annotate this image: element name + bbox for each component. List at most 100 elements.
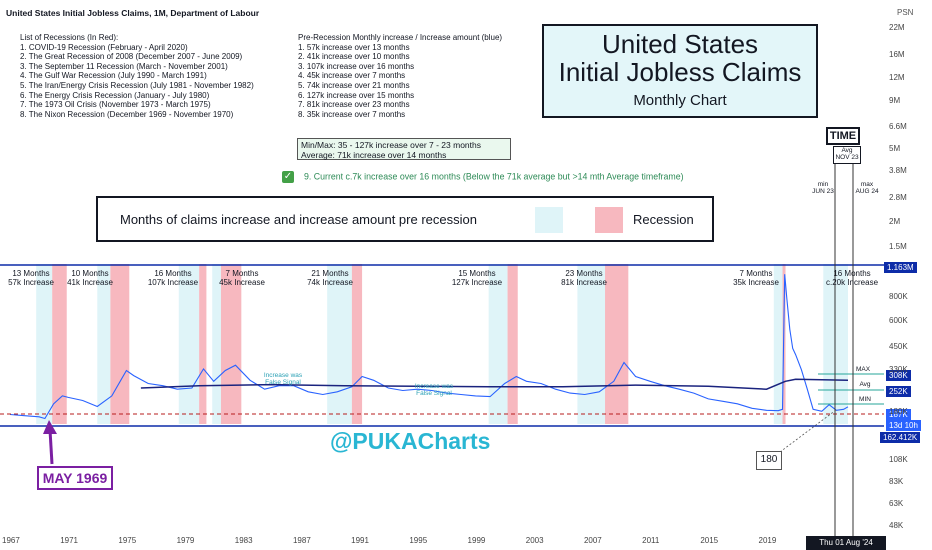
y-tick-label: 5M — [889, 144, 901, 153]
period-annotation: 13 Months 57k Increase — [3, 269, 59, 287]
x-tick-label: 2015 — [700, 536, 719, 545]
y-tick-label: 16M — [889, 50, 905, 59]
false-signal-note: Increase was False Signal — [404, 383, 464, 397]
y-tick-label: 12M — [889, 73, 905, 82]
recession-band — [110, 264, 130, 424]
prerecession-list-item: 7. 81k increase over 23 months — [298, 100, 410, 110]
x-tick-label: 1999 — [467, 536, 486, 545]
recession-band — [605, 264, 629, 424]
x-tick-label: 1987 — [292, 536, 311, 545]
x-tick-label: 2011 — [642, 536, 660, 545]
period-months: 16 Months — [154, 269, 192, 278]
may-1969-arrowhead — [43, 420, 57, 434]
recessions-list-item: 6. The Energy Crisis Recession (January … — [20, 90, 210, 100]
prerecession-list-item: 4. 45k increase over 7 months — [298, 71, 406, 81]
period-annotation: 16 Months c.20k Increase — [822, 269, 882, 287]
series-line-claims — [9, 274, 849, 420]
may-1969-callout: MAY 1969 — [37, 466, 113, 490]
y-tick-label: 2M — [889, 217, 901, 226]
recessions-list-item: 8. The Nixon Recession (December 1969 - … — [20, 109, 234, 119]
avg-nov23-label: Avg NOV 23 — [833, 146, 861, 164]
avg-line-label: Avg — [859, 381, 871, 388]
false-signal-line-1: Increase was — [414, 383, 454, 390]
prerecession-list-item: 3. 107k increase over 16 months — [298, 61, 415, 71]
scale-label[interactable]: PSN — [897, 8, 914, 17]
false-signal-line-2: False Signal — [265, 379, 301, 386]
x-tick-label: 1975 — [118, 536, 137, 545]
recession-band — [507, 264, 518, 424]
avg-label-line-1: Avg — [841, 147, 853, 154]
x-tick-label: 1979 — [176, 536, 195, 545]
period-months: 15 Months — [458, 269, 496, 278]
current-status: ✓ 9. Current c.7k increase over 16 months… — [282, 171, 684, 183]
period-annotation: 7 Months 45k Increase — [214, 269, 270, 287]
y-tick-label: 450K — [889, 342, 908, 351]
callout-180: 180 — [756, 451, 782, 470]
period-months: 13 Months — [12, 269, 50, 278]
min-label-line-2: JUN 23 — [812, 188, 834, 195]
minmax-line-1: Min/Max: 35 - 127k increase over 7 - 23 … — [301, 140, 481, 150]
false-signal-line-1: Increase was — [263, 372, 303, 379]
title-line-1: United States — [601, 29, 759, 59]
x-tick-label: 1967 — [2, 536, 20, 545]
recessions-list-heading: List of Recessions (In Red): — [20, 33, 119, 42]
chart-header-title: United States Initial Jobless Claims, 1M… — [6, 8, 260, 18]
prerecession-list-item: 5. 74k increase over 21 months — [298, 80, 410, 90]
prerecession-list-item: 6. 127k increase over 15 months — [298, 90, 415, 100]
recessions-list-item: 1. COVID-19 Recession (February - April … — [20, 42, 188, 52]
period-months: 7 Months — [225, 269, 259, 278]
x-tick-label: 1971 — [60, 536, 78, 545]
y-tick-label: 2.8M — [889, 193, 907, 202]
recessions-list-item: 2. The Great Recession of 2008 (December… — [20, 52, 243, 62]
x-tick-label: 1995 — [409, 536, 428, 545]
x-tick-label: 2019 — [758, 536, 777, 545]
y-tick-label: 3.8M — [889, 166, 907, 175]
watermark: @PUKACharts — [330, 428, 491, 454]
period-increase: 74k Increase — [307, 278, 353, 287]
legend-text: Months of claims increase and increase a… — [120, 212, 477, 227]
false-signal-note: Increase was False Signal — [253, 372, 313, 386]
max-aug24-label: max AUG 24 — [852, 181, 882, 195]
period-annotation: 21 Months 74k Increase — [302, 269, 358, 287]
x-tick-label: 1983 — [234, 536, 253, 545]
min-line-label: MIN — [859, 396, 871, 403]
period-increase: c.20k Increase — [825, 278, 879, 287]
title-line-2: Initial Jobless Claims — [558, 57, 802, 87]
period-months: 21 Months — [311, 269, 349, 278]
pre-recession-band — [773, 264, 783, 424]
time-label: TIME — [826, 127, 860, 145]
prerecession-list-item: 2. 41k increase over 10 months — [298, 52, 410, 62]
avg-label-line-2: NOV 23 — [835, 154, 859, 161]
price-tag-187k: 187K — [886, 409, 911, 420]
recession-band — [220, 264, 242, 424]
pre-recession-band — [577, 264, 606, 424]
y-tick-label: 600K — [889, 316, 908, 325]
y-tick-label: 83K — [889, 477, 904, 486]
price-tag-1163m: 1.163M — [884, 262, 917, 273]
pre-recession-band — [178, 264, 200, 424]
price-tag-162k: 162.412K — [880, 432, 921, 443]
countdown-tag: 13d 10h — [886, 420, 921, 431]
price-tag-308k: 308K — [886, 370, 911, 381]
recessions-list-item: 3. The September 11 Recession (March - N… — [20, 61, 228, 71]
x-tick-label: 1991 — [351, 536, 369, 545]
recession-band — [52, 264, 67, 424]
period-months: 23 Months — [565, 269, 603, 278]
period-annotation: 15 Months 127k Increase — [447, 269, 507, 287]
pre-recession-band — [327, 264, 352, 424]
x-tick-label: 2003 — [525, 536, 544, 545]
max-label-line-1: max — [860, 181, 874, 188]
period-annotation: 23 Months 81k Increase — [556, 269, 612, 287]
period-months: 16 Months — [833, 269, 871, 278]
prerecession-list-item: 8. 35k increase over 7 months — [298, 109, 406, 119]
crosshair-date-tag: Thu 01 Aug '24 — [806, 536, 886, 550]
y-tick-label: 6.6M — [889, 122, 907, 131]
max-line-label: MAX — [855, 366, 871, 373]
min-jun23-label: min JUN 23 — [808, 181, 838, 195]
pre-recession-band — [97, 264, 111, 424]
y-tick-label: 330K — [889, 365, 908, 374]
current-status-text: 9. Current c.7k increase over 16 months … — [304, 171, 684, 182]
check-icon: ✓ — [282, 171, 294, 183]
y-tick-label: 108K — [889, 455, 908, 464]
